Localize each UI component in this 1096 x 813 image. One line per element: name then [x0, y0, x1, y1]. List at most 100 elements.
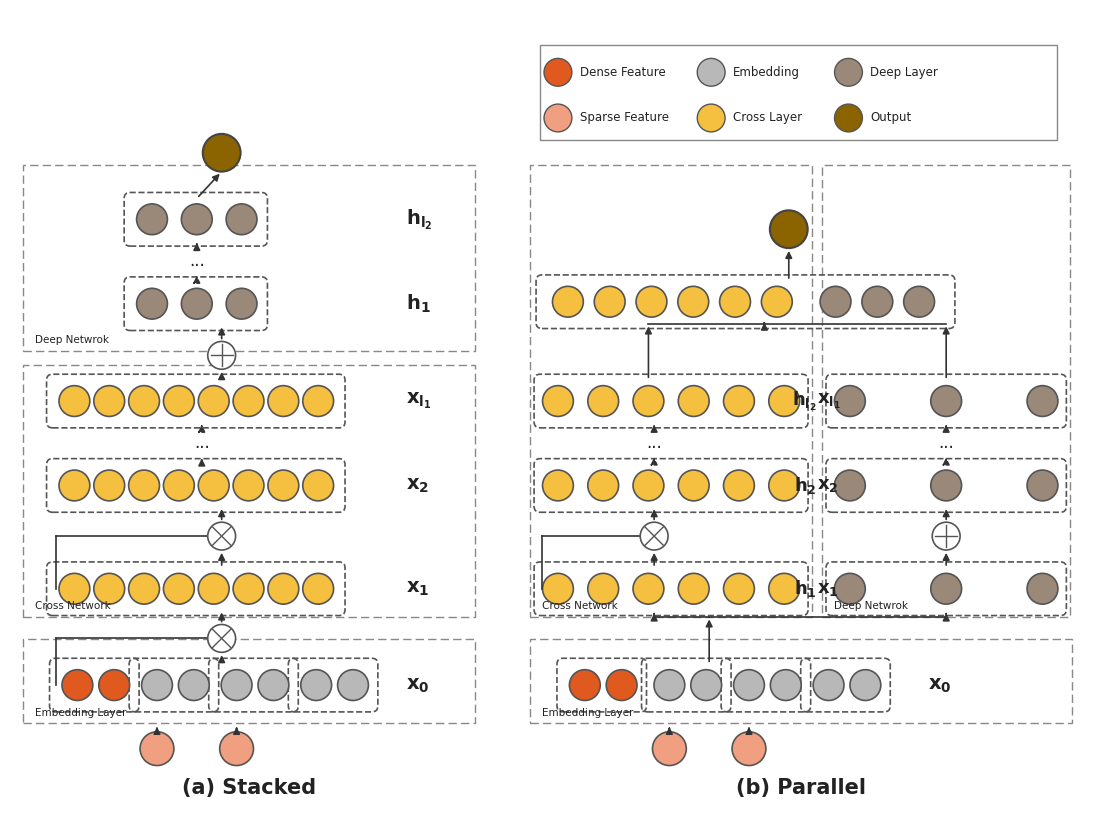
- Text: $\mathbf{x_0}$: $\mathbf{x_0}$: [406, 676, 430, 694]
- Circle shape: [59, 573, 90, 604]
- Circle shape: [933, 522, 960, 550]
- Circle shape: [208, 341, 236, 369]
- Circle shape: [552, 286, 583, 317]
- Circle shape: [226, 289, 256, 319]
- Circle shape: [770, 670, 801, 701]
- Circle shape: [99, 670, 129, 701]
- Circle shape: [219, 732, 253, 766]
- Circle shape: [768, 470, 800, 501]
- Circle shape: [697, 59, 726, 86]
- Circle shape: [181, 289, 213, 319]
- Circle shape: [633, 573, 664, 604]
- Circle shape: [820, 286, 850, 317]
- Circle shape: [633, 385, 664, 416]
- Text: $\mathbf{x_{l_1}}$: $\mathbf{x_{l_1}}$: [406, 391, 432, 411]
- Circle shape: [302, 385, 333, 416]
- Circle shape: [163, 573, 194, 604]
- Bar: [530, 639, 1072, 723]
- Circle shape: [678, 470, 709, 501]
- Circle shape: [221, 670, 252, 701]
- Circle shape: [834, 104, 863, 132]
- Circle shape: [128, 470, 160, 501]
- Bar: [23, 365, 476, 616]
- Circle shape: [137, 289, 168, 319]
- Circle shape: [267, 470, 299, 501]
- Circle shape: [141, 670, 172, 701]
- Circle shape: [678, 573, 709, 604]
- Circle shape: [94, 573, 125, 604]
- Circle shape: [226, 204, 256, 235]
- Circle shape: [59, 385, 90, 416]
- Text: Embedding Layer: Embedding Layer: [543, 708, 633, 718]
- Text: $\mathbf{h_{l_2}}$: $\mathbf{h_{l_2}}$: [792, 389, 817, 412]
- Text: $\mathbf{x_2}$: $\mathbf{x_2}$: [406, 476, 429, 495]
- Text: $\mathbf{x_{l_1}}$: $\mathbf{x_{l_1}}$: [817, 392, 841, 411]
- Text: Sparse Feature: Sparse Feature: [580, 111, 669, 124]
- Text: Cross Network: Cross Network: [543, 601, 618, 611]
- Text: Dense Feature: Dense Feature: [580, 66, 665, 79]
- Bar: [822, 165, 1071, 616]
- Circle shape: [338, 670, 368, 701]
- Circle shape: [233, 573, 264, 604]
- Circle shape: [94, 470, 125, 501]
- Circle shape: [198, 573, 229, 604]
- Circle shape: [140, 732, 174, 766]
- Circle shape: [163, 385, 194, 416]
- Text: $\mathbf{h_2}$: $\mathbf{h_2}$: [795, 475, 817, 496]
- Circle shape: [834, 385, 865, 416]
- Circle shape: [587, 573, 618, 604]
- Circle shape: [834, 59, 863, 86]
- Text: $\mathbf{h_1}$: $\mathbf{h_1}$: [795, 578, 817, 599]
- Text: Embedding Layer: Embedding Layer: [35, 708, 126, 718]
- Text: $\mathbf{x_1}$: $\mathbf{x_1}$: [817, 580, 838, 598]
- Circle shape: [723, 470, 754, 501]
- Text: Deep Netwrok: Deep Netwrok: [834, 601, 907, 611]
- Circle shape: [850, 670, 881, 701]
- Circle shape: [208, 624, 236, 652]
- Circle shape: [59, 470, 90, 501]
- Circle shape: [179, 670, 209, 701]
- Circle shape: [861, 286, 893, 317]
- Bar: [23, 165, 476, 351]
- Circle shape: [258, 670, 289, 701]
- Text: Embedding: Embedding: [733, 66, 800, 79]
- Circle shape: [1027, 470, 1058, 501]
- Circle shape: [677, 286, 709, 317]
- Circle shape: [544, 104, 572, 132]
- Circle shape: [128, 573, 160, 604]
- Circle shape: [813, 670, 844, 701]
- Circle shape: [768, 573, 800, 604]
- Text: Output: Output: [870, 111, 912, 124]
- Circle shape: [768, 385, 800, 416]
- Circle shape: [198, 470, 229, 501]
- Circle shape: [587, 385, 618, 416]
- Circle shape: [233, 385, 264, 416]
- Bar: [540, 46, 1058, 140]
- Text: ...: ...: [189, 252, 205, 270]
- Text: Deep Layer: Deep Layer: [870, 66, 938, 79]
- Circle shape: [732, 732, 766, 766]
- Circle shape: [931, 573, 961, 604]
- Circle shape: [697, 104, 726, 132]
- Circle shape: [762, 286, 792, 317]
- Circle shape: [720, 286, 751, 317]
- Circle shape: [137, 204, 168, 235]
- Circle shape: [543, 470, 573, 501]
- Circle shape: [654, 670, 685, 701]
- Circle shape: [233, 470, 264, 501]
- Circle shape: [267, 385, 299, 416]
- Text: $\mathbf{h_1}$: $\mathbf{h_1}$: [406, 293, 431, 315]
- Text: $\mathbf{x_2}$: $\mathbf{x_2}$: [817, 476, 838, 494]
- Text: ...: ...: [647, 434, 662, 452]
- Text: $\mathbf{h_{l_2}}$: $\mathbf{h_{l_2}}$: [406, 207, 432, 232]
- Circle shape: [570, 670, 601, 701]
- Circle shape: [181, 204, 213, 235]
- Circle shape: [633, 470, 664, 501]
- Circle shape: [678, 385, 709, 416]
- Circle shape: [208, 522, 236, 550]
- Circle shape: [652, 732, 686, 766]
- Circle shape: [606, 670, 637, 701]
- Circle shape: [1027, 385, 1058, 416]
- Circle shape: [267, 573, 299, 604]
- Text: (b) Parallel: (b) Parallel: [737, 778, 866, 798]
